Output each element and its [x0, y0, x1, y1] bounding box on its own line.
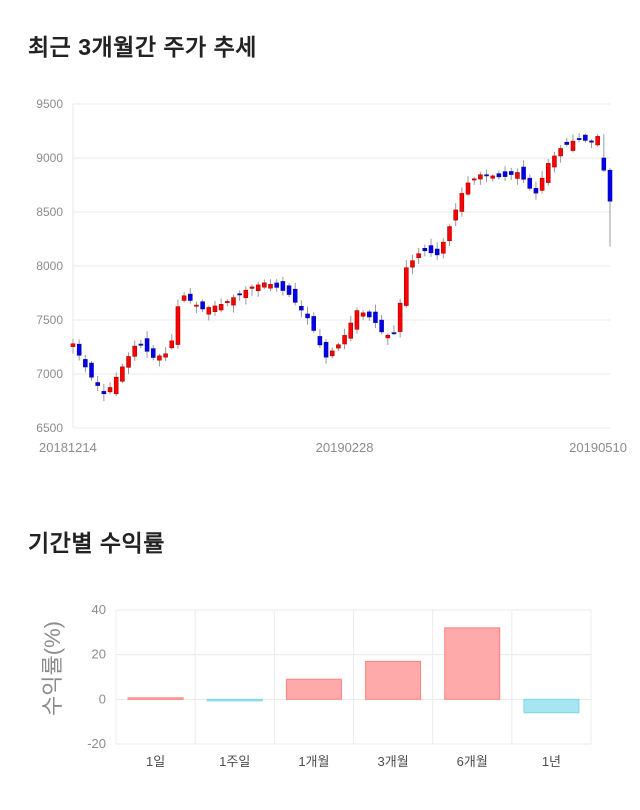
svg-text:0: 0	[99, 691, 106, 706]
svg-text:20190228: 20190228	[316, 440, 374, 455]
svg-text:7500: 7500	[36, 313, 63, 327]
svg-text:40: 40	[92, 602, 106, 617]
svg-text:20190510: 20190510	[569, 440, 627, 455]
svg-text:20: 20	[92, 647, 106, 662]
svg-text:1주일: 1주일	[219, 754, 250, 769]
svg-text:3개월: 3개월	[378, 754, 409, 769]
svg-text:8000: 8000	[36, 259, 63, 273]
svg-text:8500: 8500	[36, 205, 63, 219]
svg-text:6500: 6500	[36, 421, 63, 435]
svg-text:1개월: 1개월	[298, 754, 329, 769]
svg-text:9500: 9500	[36, 97, 63, 111]
svg-text:1일: 1일	[146, 754, 165, 769]
svg-text:7000: 7000	[36, 367, 63, 381]
svg-text:1년: 1년	[542, 754, 561, 769]
svg-text:-20: -20	[87, 736, 106, 751]
svg-text:6개월: 6개월	[457, 754, 488, 769]
svg-text:9000: 9000	[36, 151, 63, 165]
svg-text:20181214: 20181214	[39, 440, 97, 455]
